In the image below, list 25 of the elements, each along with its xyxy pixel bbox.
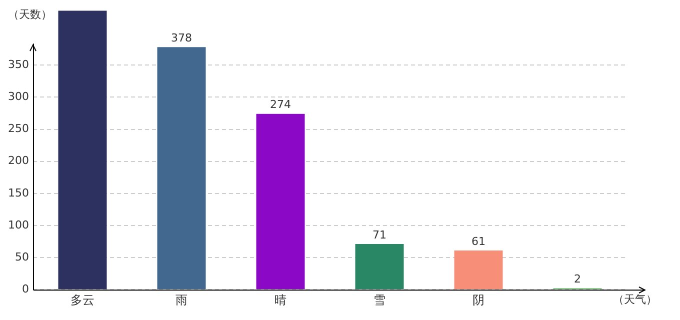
data-label: 61 [472,234,486,248]
x-tick-label: 雪 [374,292,386,307]
y-tick-label: 250 [8,122,29,136]
bar [157,47,206,290]
y-tick-label: 300 [8,90,29,104]
y-tick-label: 150 [8,186,29,200]
y-tick-label: 0 [22,282,29,296]
bar [256,114,305,290]
data-label: 378 [170,32,192,45]
data-label: 2 [574,272,581,286]
data-label: 71 [372,228,386,242]
y-tick-label: 50 [14,250,29,264]
data-label: 274 [270,98,291,112]
y-tick-label: 350 [8,58,29,71]
x-tick-label: 雨 [175,292,188,307]
y-tick-label: 100 [8,218,29,232]
x-tick-label: 晴 [274,292,286,307]
y-axis-title: （天数） [8,8,52,21]
x-tick-label: 阴 [472,292,484,307]
y-tick-label: 200 [8,154,29,168]
bar [355,244,404,290]
x-axis-title: （天气） [613,292,657,306]
bar [454,250,503,290]
x-tick-label: 多云 [70,292,94,307]
bar [58,10,107,290]
